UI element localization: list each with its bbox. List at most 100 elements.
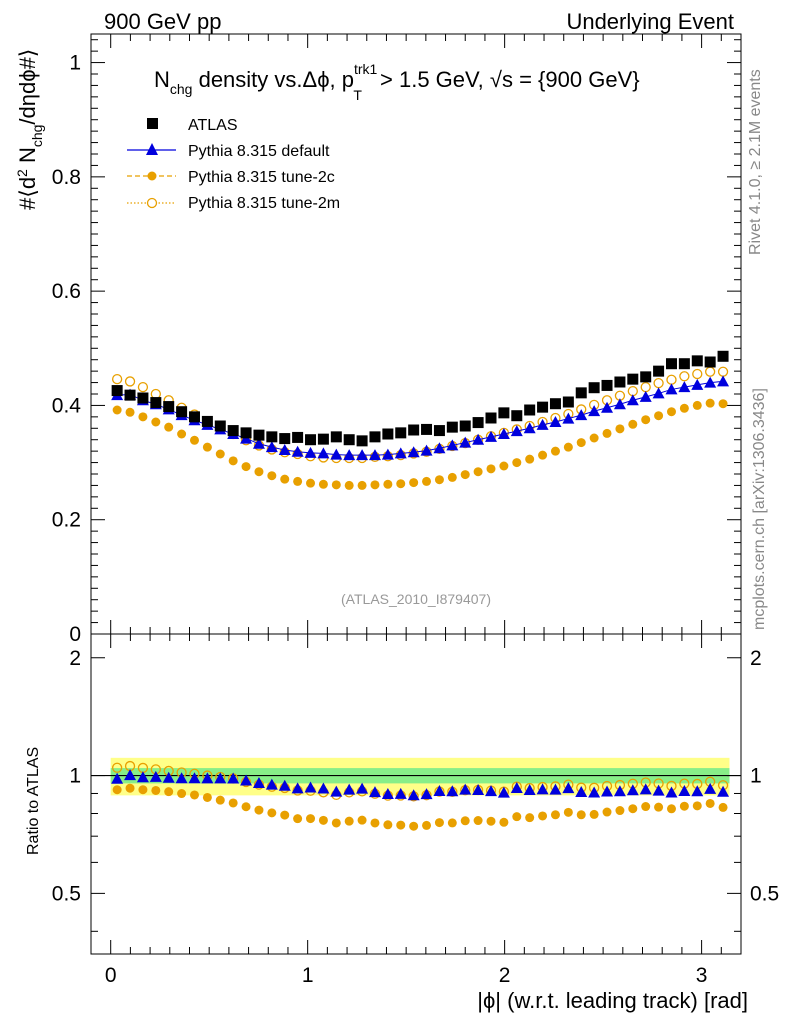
point-pythia-8-315-tune-2c — [267, 471, 277, 481]
ratio-point-pythia-8-315-default — [188, 772, 201, 784]
point-pythia-8-315-tune-2c — [666, 407, 676, 417]
legend-label-atlas: ATLAS — [188, 117, 238, 134]
ratio-point-pythia-8-315-default — [433, 785, 446, 797]
point-pythia-8-315-tune-2c — [550, 446, 560, 456]
ratio-point-pythia-8-315-tune-2c — [125, 783, 135, 793]
ratio-point-pythia-8-315-default — [704, 782, 717, 794]
ratio-point-pythia-8-315-default — [562, 782, 575, 794]
x-tick-label: 3 — [696, 964, 708, 987]
point-atlas — [382, 428, 394, 440]
point-pythia-8-315-tune-2c — [293, 476, 303, 486]
ratio-tick-label-left: 1 — [69, 765, 81, 788]
point-atlas — [266, 431, 278, 443]
point-pythia-8-315-tune-2c — [138, 412, 148, 422]
point-atlas — [369, 431, 381, 443]
ratio-point-pythia-8-315-default — [485, 785, 498, 797]
point-atlas — [678, 358, 690, 370]
ratio-point-pythia-8-315-default — [588, 786, 601, 798]
ratio-point-pythia-8-315-tune-2c — [666, 804, 676, 814]
ratio-point-pythia-8-315-tune-2c — [486, 816, 496, 826]
point-pythia-8-315-tune-2c — [318, 479, 328, 489]
ratio-frame — [90, 633, 742, 955]
ratio-point-pythia-8-315-default — [343, 783, 356, 795]
point-pythia-8-315-default — [510, 425, 523, 437]
point-pythia-8-315-default — [394, 447, 407, 459]
point-atlas — [691, 355, 703, 367]
ratio-point-pythia-8-315-tune-2c — [383, 820, 393, 830]
point-pythia-8-315-tune-2c — [434, 475, 444, 485]
point-pythia-8-315-tune-2c — [473, 467, 483, 477]
point-pythia-8-315-default — [691, 378, 704, 390]
point-pythia-8-315-default — [601, 401, 614, 413]
point-atlas — [524, 404, 536, 416]
legend-marker-atlas — [147, 118, 158, 129]
legend-label-default: Pythia 8.315 default — [188, 143, 330, 160]
point-atlas — [408, 424, 420, 436]
ratio-ticks: 0 1 2 3 0.5 1 2 0.5 1 2 — [52, 634, 779, 987]
point-pythia-8-315-tune-2c — [654, 411, 664, 421]
point-atlas — [498, 407, 510, 419]
ratio-point-pythia-8-315-tune-2c — [151, 785, 161, 795]
ratio-point-pythia-8-315-tune-2c — [602, 807, 612, 817]
point-atlas — [253, 429, 265, 441]
point-atlas — [472, 417, 484, 429]
point-pythia-8-315-default — [523, 422, 536, 434]
legend: ATLAS Pythia 8.315 default Pythia 8.315 … — [127, 117, 340, 212]
point-pythia-8-315-default — [678, 381, 691, 393]
point-atlas — [305, 434, 317, 446]
ratio-point-pythia-8-315-tune-2c — [164, 787, 174, 797]
point-pythia-8-315-tune-2c — [589, 433, 599, 443]
ratio-point-pythia-8-315-default — [214, 772, 227, 784]
point-atlas — [317, 433, 329, 445]
ratio-point-pythia-8-315-tune-2c — [692, 801, 702, 811]
ratio-point-pythia-8-315-tune-2c — [293, 814, 303, 824]
rivet-label: Rivet 4.1.0, ≥ 2.1M events — [747, 69, 764, 255]
point-atlas — [653, 365, 665, 377]
y-tick-label: 0.4 — [52, 394, 82, 417]
point-pythia-8-315-tune-2c — [112, 405, 122, 415]
point-atlas — [150, 397, 162, 409]
point-pythia-8-315-tune-2m — [124, 376, 136, 387]
ratio-point-pythia-8-315-default — [665, 786, 678, 798]
ratio-point-pythia-8-315-default — [175, 772, 188, 784]
ratio-panel: 0 1 2 3 0.5 1 2 0.5 1 2 — [52, 633, 779, 987]
point-pythia-8-315-default — [536, 418, 549, 430]
point-atlas — [292, 431, 304, 443]
ratio-point-pythia-8-315-default — [652, 784, 665, 796]
x-tick-label: 1 — [302, 964, 314, 987]
point-pythia-8-315-default — [446, 439, 459, 451]
point-atlas — [485, 412, 497, 424]
point-pythia-8-315-default — [497, 428, 510, 439]
ratio-point-pythia-8-315-default — [691, 785, 704, 797]
x-tick-label: 2 — [499, 964, 511, 987]
ratio-point-pythia-8-315-default — [240, 774, 253, 786]
ratio-point-pythia-8-315-tune-2c — [447, 818, 457, 828]
ratio-point-pythia-8-315-tune-2c — [718, 802, 728, 812]
point-pythia-8-315-tune-2m — [640, 381, 651, 393]
point-pythia-8-315-tune-2c — [525, 454, 535, 464]
ratio-point-pythia-8-315-default — [124, 769, 137, 781]
point-atlas — [665, 358, 677, 370]
point-atlas — [704, 356, 716, 368]
point-pythia-8-315-tune-2c — [563, 442, 573, 452]
point-pythia-8-315-tune-2c — [641, 415, 651, 425]
point-atlas — [279, 433, 291, 445]
y-tick-label: 0.6 — [52, 280, 81, 303]
ratio-point-pythia-8-315-default — [575, 786, 588, 798]
ratio-tick-label-right: 1 — [750, 765, 762, 788]
point-pythia-8-315-default — [278, 444, 291, 455]
point-pythia-8-315-default — [652, 387, 665, 399]
ratio-point-pythia-8-315-tune-2c — [563, 807, 573, 817]
ratio-point-pythia-8-315-default — [717, 785, 730, 797]
point-pythia-8-315-tune-2c — [383, 479, 393, 489]
point-pythia-8-315-tune-2c — [177, 429, 187, 439]
ratio-point-pythia-8-315-tune-2c — [422, 820, 432, 830]
ratio-point-pythia-8-315-tune-2c — [202, 792, 212, 802]
ratio-point-pythia-8-315-tune-2c — [654, 802, 664, 812]
point-atlas — [640, 371, 652, 383]
y-tick-label: 0.8 — [52, 166, 81, 189]
point-pythia-8-315-tune-2c — [331, 480, 341, 490]
ratio-point-pythia-8-315-default — [381, 788, 394, 800]
ratio-point-pythia-8-315-default — [201, 772, 214, 784]
legend-marker-tune2m — [146, 197, 158, 209]
